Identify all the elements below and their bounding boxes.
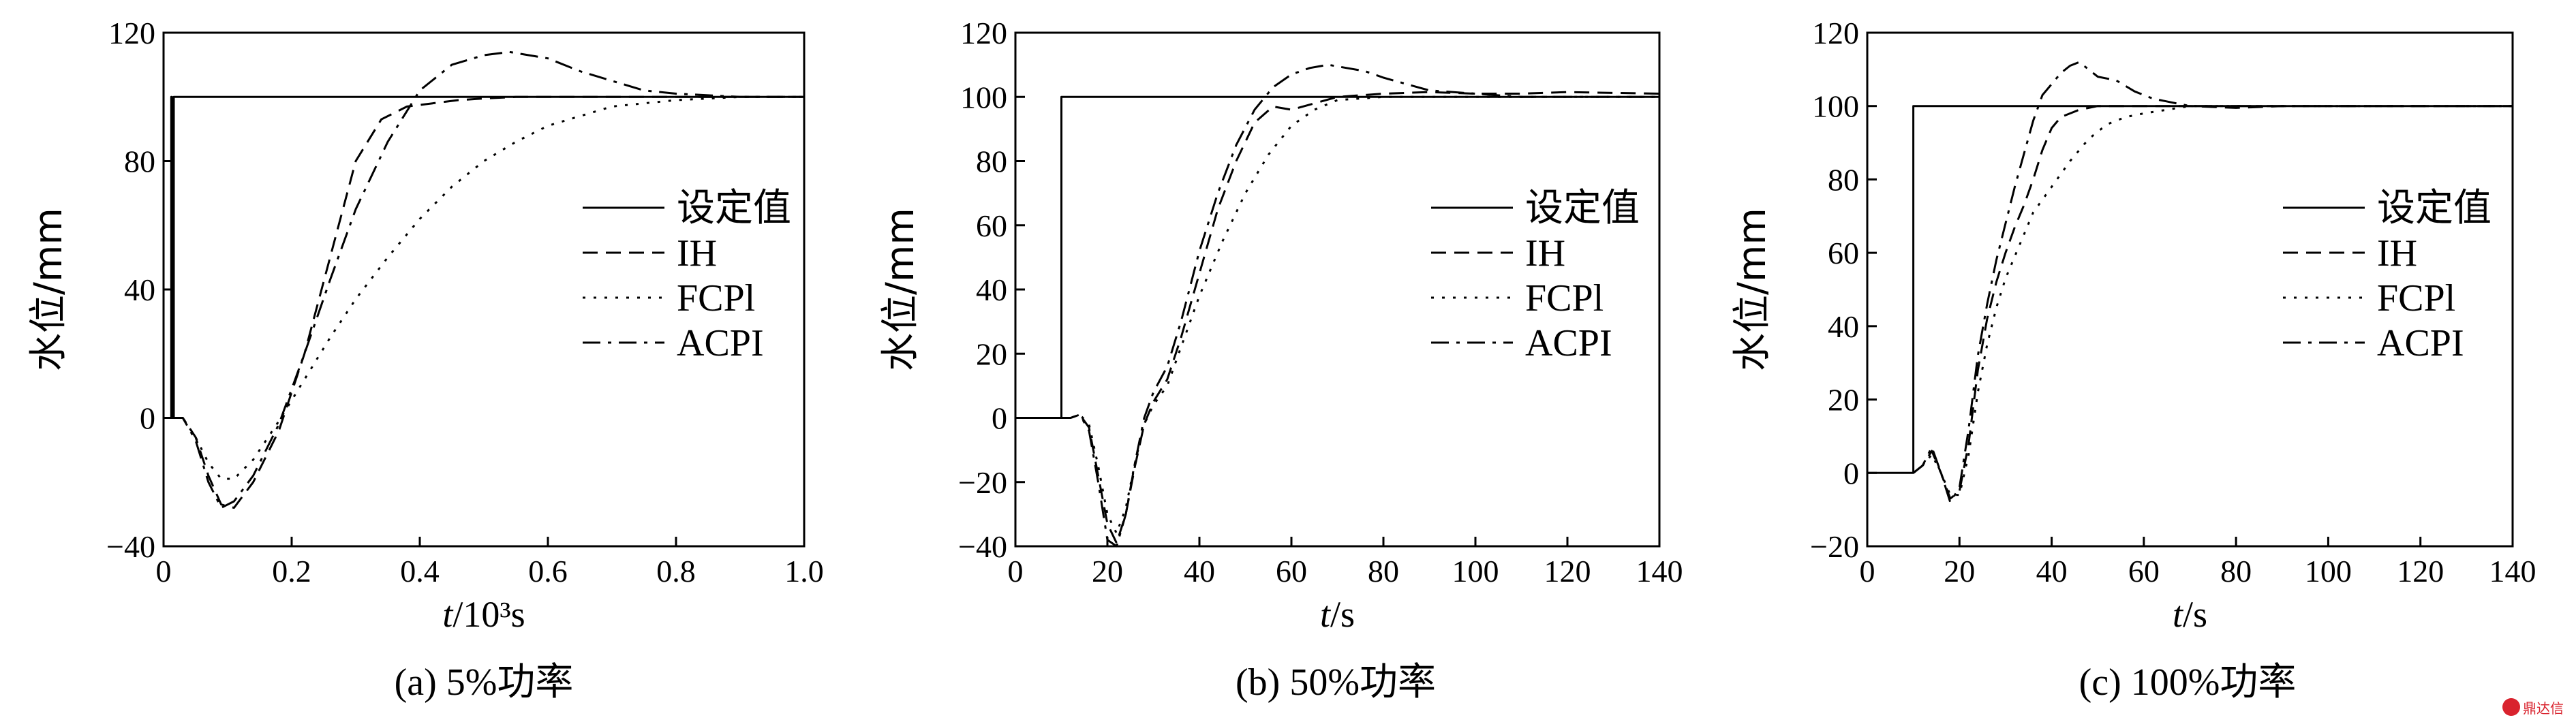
y-tick-label: 100 xyxy=(960,80,1007,114)
x-tick-label: 80 xyxy=(1368,554,1399,588)
x-tick-label: 80 xyxy=(2220,554,2252,588)
legend-entry: FCPl xyxy=(677,277,755,319)
x-tick-label: 120 xyxy=(2397,554,2444,588)
x-axis-label-var: t xyxy=(1320,594,1332,635)
x-tick-label: 1.0 xyxy=(784,554,824,588)
y-tick-label: −40 xyxy=(106,529,155,564)
x-axis-label-var: t xyxy=(442,594,454,635)
watermark: 鼎达信 xyxy=(2502,693,2573,721)
y-tick-label: 120 xyxy=(108,16,155,50)
y-tick-label: 20 xyxy=(976,336,1007,371)
y-tick-label: 60 xyxy=(1828,236,1859,270)
x-axis-label: t/s xyxy=(1320,594,1355,635)
x-tick-label: 140 xyxy=(2489,554,2536,588)
x-tick-label: 20 xyxy=(1944,554,1975,588)
legend-entry: IH xyxy=(1525,232,1565,274)
x-tick-label: 100 xyxy=(2305,554,2352,588)
legend-entry: 设定值 xyxy=(677,187,791,230)
y-tick-label: 120 xyxy=(960,16,1007,50)
legend-entry: FCPl xyxy=(2377,277,2455,319)
legend-entry: 设定值 xyxy=(1525,187,1640,230)
series-line-2 xyxy=(174,95,804,509)
y-tick-label: 20 xyxy=(1828,383,1859,418)
watermark-logo-icon xyxy=(2502,698,2520,716)
legend-entry: FCPl xyxy=(1525,277,1604,319)
y-tick-label: −20 xyxy=(1810,529,1859,564)
y-tick-label: 40 xyxy=(124,272,155,307)
panel-caption: (a) 5%功率 xyxy=(395,661,574,704)
x-tick-label: 0.8 xyxy=(656,554,696,588)
y-tick-label: 40 xyxy=(976,272,1007,307)
x-tick-label: 0.6 xyxy=(528,554,568,588)
chart-panel-2: 0 20 40 60 80 100 120 140 −40 −20 0 20 40 60 80 100 120 水… xyxy=(878,16,1683,704)
x-axis-label-unit: /s xyxy=(1330,594,1355,635)
legend-entry: IH xyxy=(677,232,717,274)
legend-entry: ACPI xyxy=(2377,322,2464,364)
series-line-2 xyxy=(1061,91,1660,544)
x-tick-label: 40 xyxy=(1184,554,1215,588)
x-axis-label-var: t xyxy=(2173,594,2184,635)
x-axis-label: t/s xyxy=(2173,594,2207,635)
y-tick-label: 40 xyxy=(1828,309,1859,344)
x-tick-label: 20 xyxy=(1092,554,1123,588)
watermark-text: 鼎达信 xyxy=(2523,700,2564,717)
chart-panel-3: 0 20 40 60 80 100 120 140−20020406080100120水位/m… xyxy=(1730,16,2536,704)
legend-entry: IH xyxy=(2377,232,2417,274)
x-axis-label-unit: /10³s xyxy=(453,594,525,635)
x-tick-label: 100 xyxy=(1452,554,1499,588)
y-tick-label: 80 xyxy=(1828,162,1859,197)
plot-frame xyxy=(1866,31,2514,548)
y-tick-label: 0 xyxy=(140,401,155,436)
x-tick-label: 120 xyxy=(1544,554,1591,588)
y-tick-label: 0 xyxy=(992,401,1007,436)
series-line-3 xyxy=(1912,105,2513,497)
y-tick-label: 100 xyxy=(1812,89,1859,124)
series-line-1 xyxy=(164,95,804,419)
x-tick-label: 60 xyxy=(1276,554,1307,588)
y-axis-label: 水位/mm xyxy=(1730,208,1775,371)
y-tick-label: 0 xyxy=(1843,456,1859,490)
series-line-4 xyxy=(174,50,804,509)
x-tick-label: 140 xyxy=(1636,554,1683,588)
x-tick-label: 60 xyxy=(2128,554,2160,588)
legend-entry: ACPI xyxy=(1525,322,1612,364)
x-tick-label: 40 xyxy=(2036,554,2068,588)
y-axis-label: 水位/mm xyxy=(27,208,71,371)
x-axis-label: t/10³s xyxy=(442,594,525,635)
legend-entry: ACPI xyxy=(677,322,764,364)
series-line-1 xyxy=(1015,95,1659,419)
x-tick-label: 0 xyxy=(156,554,172,588)
series-line-3 xyxy=(1061,95,1659,535)
panel-caption: (b) 50%功率 xyxy=(1236,661,1436,704)
y-tick-label: −40 xyxy=(958,529,1007,564)
x-tick-label: 0.2 xyxy=(272,554,311,588)
y-tick-label: 80 xyxy=(124,144,155,179)
chart-panel-1: 0 0.2 0.4 0.6 0.8 1.0−4004080120水位/mmt/10³s(a… xyxy=(27,16,824,704)
x-tick-label: 0 xyxy=(1860,554,1875,588)
y-tick-label: 120 xyxy=(1812,16,1859,50)
series-line-3 xyxy=(174,95,804,480)
x-tick-label: 0.4 xyxy=(400,554,440,588)
series-line-4 xyxy=(1061,63,1659,548)
series-line-4 xyxy=(1912,61,2513,503)
y-tick-label: −20 xyxy=(958,465,1007,500)
y-tick-label: 60 xyxy=(976,208,1007,243)
legend-entry: 设定值 xyxy=(2377,187,2491,230)
y-tick-label: 80 xyxy=(976,144,1007,179)
x-tick-label: 0 xyxy=(1008,554,1024,588)
panel-caption: (c) 100%功率 xyxy=(2079,661,2297,704)
x-axis-label-unit: /s xyxy=(2183,594,2207,635)
y-axis-label: 水位/mm xyxy=(878,208,923,371)
